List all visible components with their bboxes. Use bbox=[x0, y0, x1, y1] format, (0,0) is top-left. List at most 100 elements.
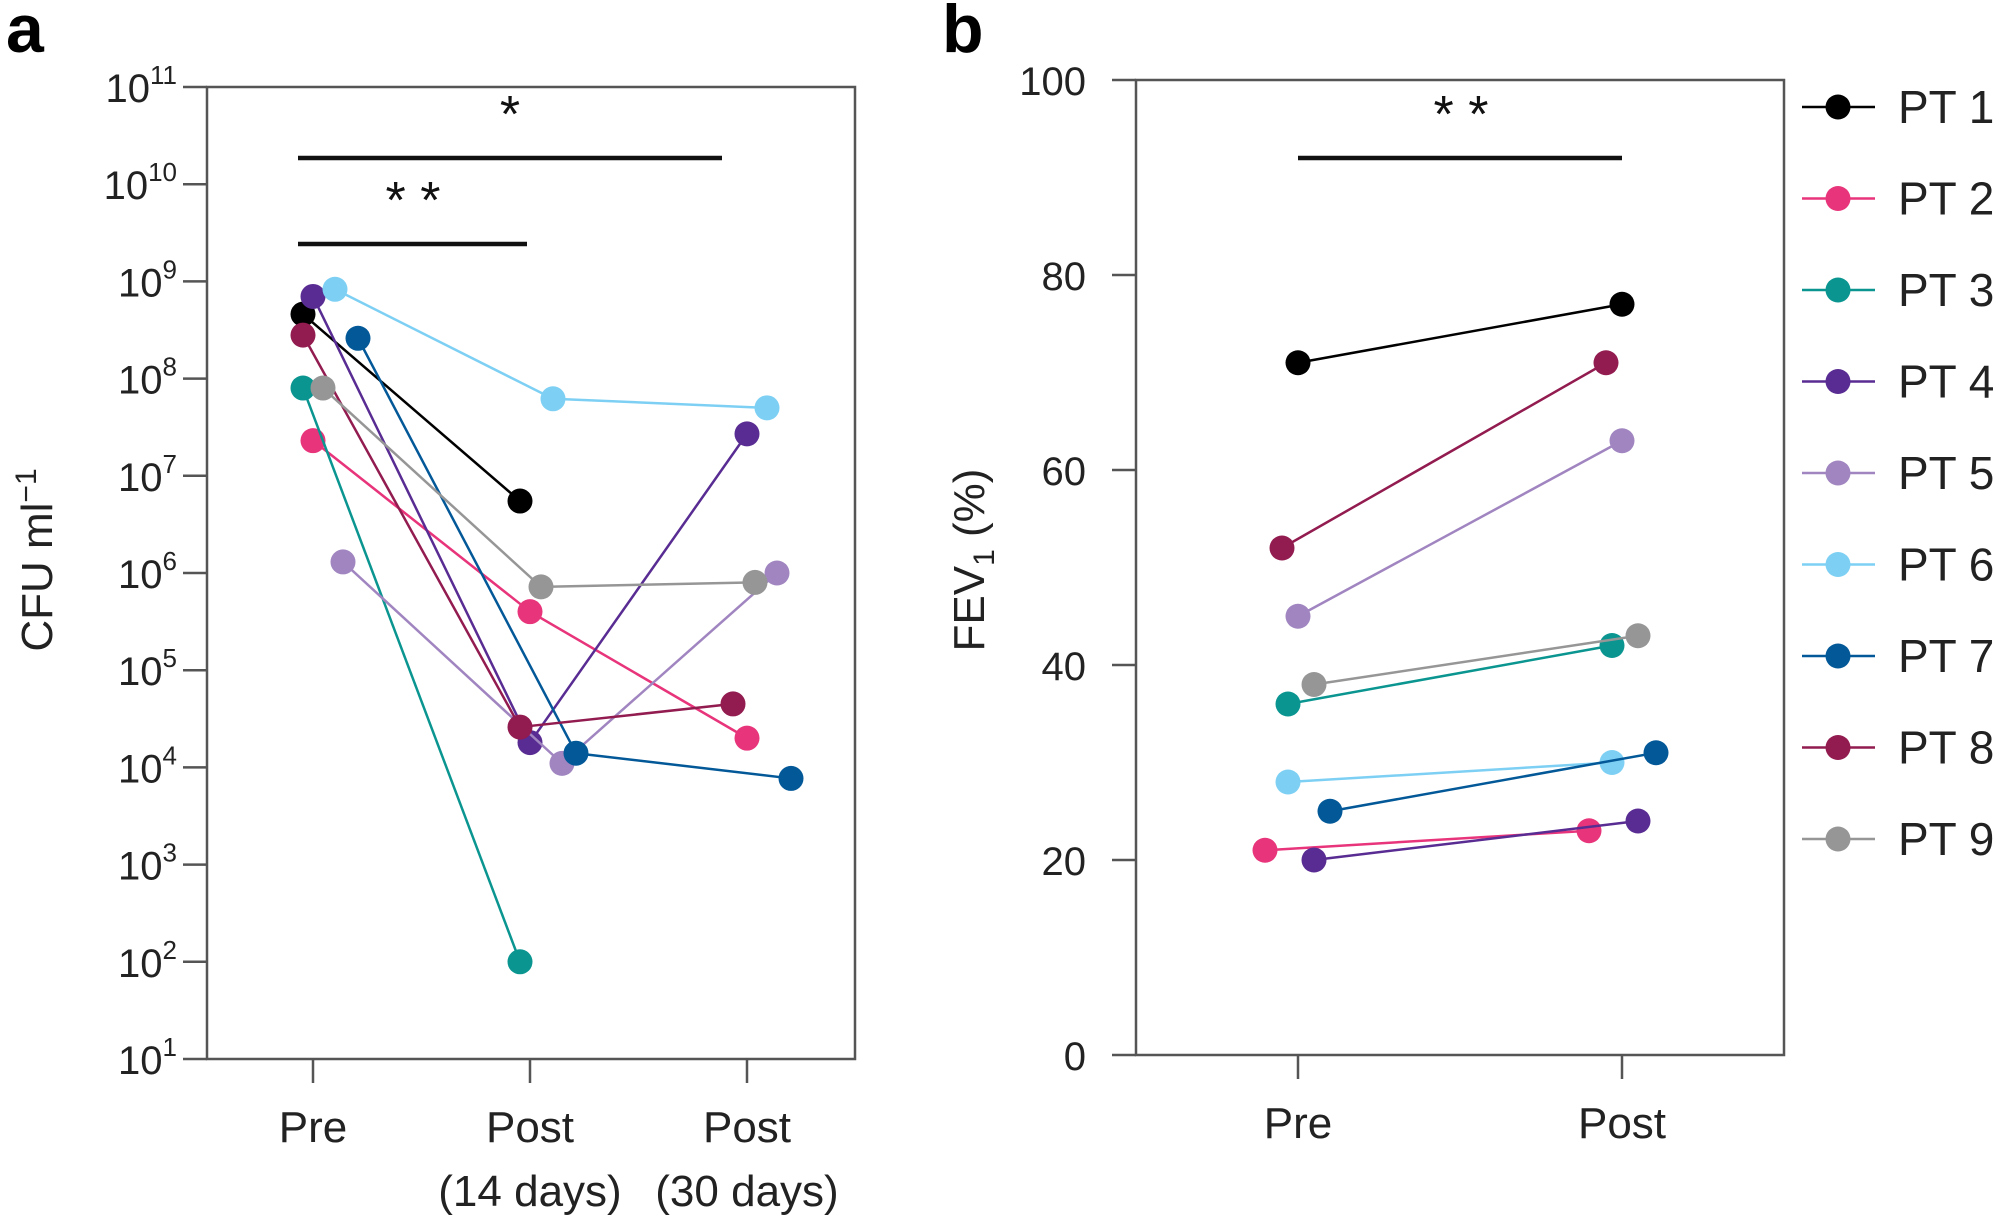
data-point bbox=[1252, 837, 1278, 863]
panel-a-x-tick-label: Pre bbox=[279, 1103, 347, 1152]
data-point bbox=[1285, 603, 1311, 629]
data-point bbox=[330, 549, 356, 575]
legend-marker-icon bbox=[1825, 186, 1851, 211]
data-point bbox=[563, 740, 589, 766]
panel-a-y-axis-title: CFU ml−1 bbox=[10, 468, 62, 651]
panel-a-y-tick-label: 105 bbox=[118, 643, 177, 694]
data-point bbox=[1275, 691, 1301, 717]
series-line-segment bbox=[1287, 761, 1613, 784]
legend-label: PT 1 bbox=[1898, 81, 1994, 133]
legend-item: PT 3 bbox=[1802, 264, 1994, 316]
tick-base: 10 bbox=[118, 456, 163, 500]
data-point bbox=[1269, 535, 1295, 561]
tick-exponent: 11 bbox=[150, 60, 177, 90]
panel-a-series bbox=[290, 276, 804, 975]
panel-label-a: a bbox=[6, 0, 45, 67]
data-point bbox=[540, 386, 566, 412]
panel-b-y-tick-label: 100 bbox=[1019, 60, 1086, 104]
data-point bbox=[1301, 672, 1327, 697]
panel-b-y-axis-title-suffix: (%) bbox=[945, 469, 994, 550]
data-point bbox=[1593, 350, 1619, 376]
legend-marker-icon bbox=[1825, 94, 1851, 120]
panel-b-series bbox=[1252, 291, 1669, 873]
data-point bbox=[1599, 633, 1625, 658]
panel-a-y-tick-label: 102 bbox=[118, 935, 177, 986]
legend-marker-icon bbox=[1825, 552, 1851, 577]
panel-a-y-axis-title-text: CFU ml bbox=[13, 503, 62, 652]
panel-a-x-tick-label: Post bbox=[703, 1103, 791, 1152]
tick-base: 10 bbox=[118, 845, 163, 889]
panel-a-series-pt9 bbox=[310, 375, 768, 600]
panel-a-y-tick-label: 101 bbox=[118, 1032, 177, 1083]
data-point bbox=[517, 599, 543, 625]
series-line-segment bbox=[552, 397, 768, 410]
legend-label: PT 7 bbox=[1898, 630, 1994, 682]
panel-b-x-tick-label: Pre bbox=[1264, 1099, 1332, 1148]
panel-a-y-tick-label: 107 bbox=[118, 449, 177, 500]
panel-b-series-pt9 bbox=[1301, 623, 1651, 697]
legend: PT 1 PT 2 PT 3 PT 4 PT 5 PT 6 PT 7 PT 8 PT 9 bbox=[1802, 81, 1994, 865]
panel-a-x-axis: Pre Post (14 days) Post (30 days) bbox=[279, 1059, 839, 1216]
panel-b-y-tick-label: 40 bbox=[1042, 645, 1087, 689]
panel-b-series-pt4 bbox=[1301, 808, 1651, 873]
data-point bbox=[300, 283, 326, 309]
panel-b-series-pt5 bbox=[1285, 428, 1635, 629]
tick-exponent: 5 bbox=[163, 643, 177, 673]
panel-a-y-tick-label: 104 bbox=[118, 740, 177, 791]
panel-a-y-tick-label: 103 bbox=[118, 838, 177, 889]
series-line-segment bbox=[302, 313, 521, 502]
panel-b-series-pt8 bbox=[1269, 350, 1619, 561]
tick-base: 10 bbox=[118, 942, 163, 986]
data-point bbox=[742, 569, 768, 595]
panel-a-series-pt1 bbox=[290, 301, 533, 514]
data-point bbox=[1576, 818, 1602, 844]
series-line-segment bbox=[1287, 644, 1613, 706]
tick-exponent: 1 bbox=[163, 1032, 177, 1062]
series-line-segment bbox=[356, 337, 578, 754]
panel-b-series-pt1 bbox=[1285, 291, 1635, 376]
legend-marker-icon bbox=[1825, 735, 1851, 760]
panel-b-y-axis-title: FEV1 (%) bbox=[945, 469, 1001, 652]
panel-a-series-pt8 bbox=[290, 322, 746, 740]
tick-base: 10 bbox=[106, 67, 151, 111]
panel-a-series-pt7 bbox=[345, 325, 804, 791]
series-line-segment bbox=[1297, 303, 1623, 364]
tick-base: 10 bbox=[104, 164, 149, 208]
series-line-segment bbox=[1281, 361, 1607, 550]
series-line-segment bbox=[1313, 819, 1639, 862]
data-point bbox=[778, 765, 804, 791]
data-point bbox=[1317, 798, 1343, 824]
legend-label: PT 6 bbox=[1898, 539, 1994, 591]
legend-label: PT 5 bbox=[1898, 447, 1994, 499]
data-point bbox=[734, 725, 760, 751]
panel-b-x-tick-label: Post bbox=[1578, 1099, 1666, 1148]
panel-a-y-tick-label: 106 bbox=[118, 546, 177, 597]
legend-label: PT 3 bbox=[1898, 264, 1994, 316]
legend-item: PT 5 bbox=[1802, 447, 1994, 499]
legend-item: PT 1 bbox=[1802, 81, 1994, 133]
panel-a-y-tick-label: 1010 bbox=[104, 157, 177, 208]
panel-a-significance-label: * * bbox=[386, 172, 441, 230]
panel-b-y-axis-title-sub: 1 bbox=[968, 549, 1001, 566]
data-point bbox=[1609, 428, 1635, 454]
panel-b-y-tick-label: 0 bbox=[1064, 1035, 1086, 1079]
legend-marker-icon bbox=[1825, 460, 1851, 486]
panel-b-y-tick-label: 80 bbox=[1042, 255, 1087, 299]
panel-b-y-tick-label: 20 bbox=[1042, 840, 1087, 884]
series-line-segment bbox=[1313, 634, 1639, 686]
panel-a-y-axis-title-sup: −1 bbox=[10, 468, 43, 502]
panel-a-x-tick-label-line2: (14 days) bbox=[438, 1167, 621, 1216]
panel-a-series-pt4 bbox=[300, 283, 760, 756]
tick-exponent: 8 bbox=[163, 352, 177, 382]
tick-exponent: 10 bbox=[148, 157, 177, 187]
data-point bbox=[734, 421, 760, 447]
panel-b-y-axis: 0 20 40 60 80 100 bbox=[1019, 60, 1136, 1079]
panel-a-series-pt6 bbox=[322, 276, 780, 421]
data-point bbox=[345, 325, 371, 351]
legend-marker-icon bbox=[1825, 826, 1851, 852]
panel-a-series-pt3 bbox=[290, 375, 533, 975]
legend-item: PT 7 bbox=[1802, 630, 1994, 682]
data-point bbox=[290, 375, 316, 401]
panel-b-x-axis: Pre Post bbox=[1264, 1055, 1666, 1148]
